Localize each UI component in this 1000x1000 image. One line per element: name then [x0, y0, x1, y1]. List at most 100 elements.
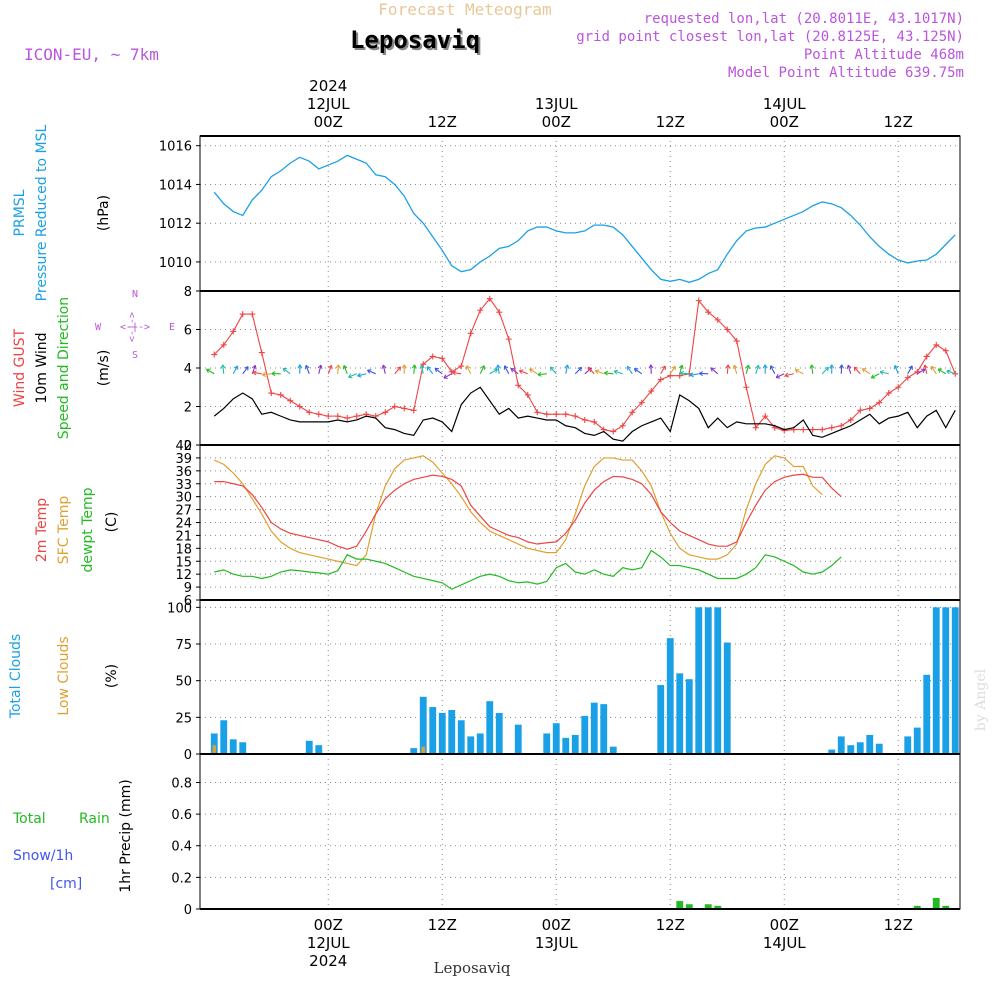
label-10m-wind: 10m Wind: [34, 332, 50, 403]
label-prmsl: PRMSL: [12, 189, 28, 236]
label-wind-gust: Wind GUST: [12, 328, 28, 407]
bar-total-clouds: [875, 743, 883, 754]
wind-direction-arrow: [367, 369, 376, 375]
wind-direction-arrow: [853, 366, 861, 375]
watermark: by Angel: [973, 668, 989, 731]
bottom-time-hour: 12Z: [428, 916, 457, 934]
gust-marker: [306, 409, 313, 416]
bottom-time-hour: 00Z: [314, 916, 343, 934]
wind-direction-arrow: [660, 365, 666, 375]
label-total-clouds: Total Clouds: [8, 634, 24, 719]
wind-direction-arrow: [327, 365, 333, 374]
wind-direction-arrow: [924, 364, 928, 374]
wind-direction-arrow: [894, 365, 899, 374]
y-tick-label: 27: [175, 504, 192, 519]
wind-direction-arrowhead: [879, 370, 884, 375]
gust-marker: [933, 341, 940, 348]
bar-total-clouds: [609, 746, 617, 754]
wind-direction-arrowhead: [465, 365, 471, 370]
wind-direction-arrowhead: [784, 372, 789, 378]
bar-total-clouds: [438, 712, 446, 754]
gust-marker: [733, 338, 740, 345]
wind-direction-arrowhead: [626, 365, 631, 371]
gust-marker: [249, 311, 256, 318]
y-tick-label: 8: [184, 285, 192, 300]
wind-direction-arrow: [262, 373, 272, 376]
gust-marker: [828, 424, 835, 431]
top-title: Forecast Meteogram: [378, 0, 551, 19]
wind-direction-arrowhead: [271, 371, 276, 377]
y-tick-label: 100: [167, 601, 192, 616]
wind-direction-arrowhead: [689, 372, 694, 378]
top-time-year: 2024: [309, 77, 347, 95]
wind-direction-arrowhead: [426, 366, 432, 371]
wind-direction-arrow: [916, 368, 926, 375]
wind-direction-arrowhead: [396, 366, 402, 371]
wind-direction-arrow: [613, 370, 623, 375]
bar-total-clouds: [904, 736, 912, 754]
label-ms: (m/s): [96, 350, 112, 387]
gust-marker: [467, 330, 474, 337]
wind-direction-arrow: [382, 364, 386, 374]
wind-direction-arrow: [587, 366, 595, 375]
y-tick-label: 18: [175, 542, 192, 557]
bar-total-clouds: [951, 607, 959, 754]
wind-direction-arrowhead: [510, 367, 516, 373]
bar-total-clouds: [695, 607, 703, 754]
top-time-hour: 12Z: [656, 113, 685, 131]
wind-direction-arrowhead: [633, 368, 639, 373]
gust-marker: [610, 428, 617, 435]
wind-direction-arrowhead: [679, 370, 685, 376]
compass-e: E: [169, 322, 175, 333]
label-rain: Rain: [79, 811, 110, 827]
wind-direction-arrowhead: [678, 364, 684, 370]
y-tick-label: 0.4: [171, 840, 192, 855]
wind-direction-arrowhead: [304, 364, 310, 370]
wind-direction-arrow: [794, 369, 804, 375]
gust-marker: [268, 390, 275, 397]
wind-direction-arrow: [479, 365, 485, 375]
bar-total-clouds: [543, 733, 551, 754]
gust-marker: [857, 407, 864, 414]
panel-frame: [199, 599, 961, 755]
bar-total-clouds: [590, 702, 598, 754]
gust-marker: [752, 424, 759, 431]
series-line-2m-temp: [214, 473, 842, 550]
compass-s: S: [132, 350, 138, 361]
y-tick-label: 33: [175, 478, 192, 493]
wind-direction-arrow: [420, 364, 424, 374]
wind-direction-arrow: [394, 366, 401, 375]
bar-total-clouds: [923, 674, 931, 754]
bar-total-clouds: [220, 720, 228, 754]
bar-total-clouds: [657, 685, 665, 754]
wind-direction-arrowhead: [367, 369, 372, 374]
wind-direction-arrow: [930, 365, 937, 375]
gust-marker: [486, 295, 493, 302]
bar-total-clouds: [704, 607, 712, 754]
wind-direction-arrowhead: [908, 365, 913, 370]
gust-marker: [743, 384, 750, 391]
wind-direction-arrow: [879, 371, 889, 375]
wind-direction-arrow: [206, 368, 215, 375]
wind-direction-arrow: [343, 365, 348, 374]
bar-total-clouds: [571, 734, 579, 754]
wind-direction-arrowhead: [297, 364, 303, 369]
gust-marker: [496, 309, 503, 316]
wind-direction-arrowhead: [251, 364, 257, 370]
wind-direction-arrow: [755, 365, 760, 374]
wind-direction-arrowhead: [794, 368, 800, 374]
bottom-time-hour: 00Z: [542, 916, 571, 934]
wind-direction-arrowhead: [282, 367, 288, 373]
bar-total-clouds: [419, 696, 427, 754]
wind-direction-arrow: [733, 365, 738, 374]
wind-direction-arrow: [821, 366, 829, 375]
top-time-date: 14JUL: [763, 95, 806, 113]
top-time-hour: 00Z: [542, 113, 571, 131]
location-title-shadow: Leposaviq: [352, 28, 482, 56]
gust-marker: [562, 411, 569, 418]
y-tick-label: 25: [175, 711, 192, 726]
wind-direction-arrow: [784, 373, 794, 377]
compass-arrows-vertical: <-|->: [127, 312, 138, 342]
wind-direction-arrowhead: [937, 368, 943, 373]
bar-total-clouds: [847, 745, 855, 754]
